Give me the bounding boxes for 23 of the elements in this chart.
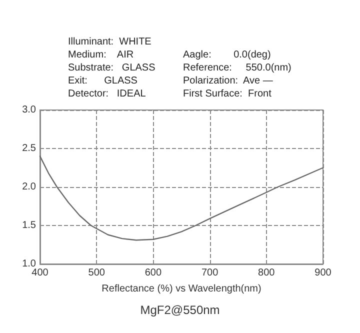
x-tick-label: 600 (144, 268, 162, 278)
text: Detector: IDEAL (68, 88, 146, 100)
y-tick-label: 1.5 (22, 220, 36, 231)
text: First Surface: Front (183, 88, 272, 100)
text: Substrate: GLASS (68, 62, 156, 74)
text: Reference: 550.0(nm) (183, 62, 292, 74)
y-tick-label: 1.0 (22, 258, 36, 270)
y-tick-label: 2.0 (22, 182, 36, 192)
text: Polarization: Ave — (183, 76, 273, 86)
x-tick-label: 700 (201, 268, 219, 278)
x-axis-title: Reflectance (%) vs Wavelength(nm) (102, 284, 262, 294)
y-tick-label: 2.5 (22, 143, 36, 154)
line-series (39, 156, 324, 241)
text: Medium: AIR (68, 50, 134, 60)
text: Illuminant: WHITE (68, 36, 152, 48)
x-tick-label: 900 (314, 268, 332, 278)
text: MgF2@550nm (140, 303, 220, 317)
text: Aagle: 0.0(deg) (183, 50, 271, 60)
x-tick-label: 500 (88, 268, 106, 278)
y-tick-label: 3.0 (22, 104, 36, 116)
x-tick-label: 400 (32, 268, 49, 278)
text: Exit: GLASS (68, 76, 138, 86)
x-tick-label: 800 (258, 268, 276, 278)
